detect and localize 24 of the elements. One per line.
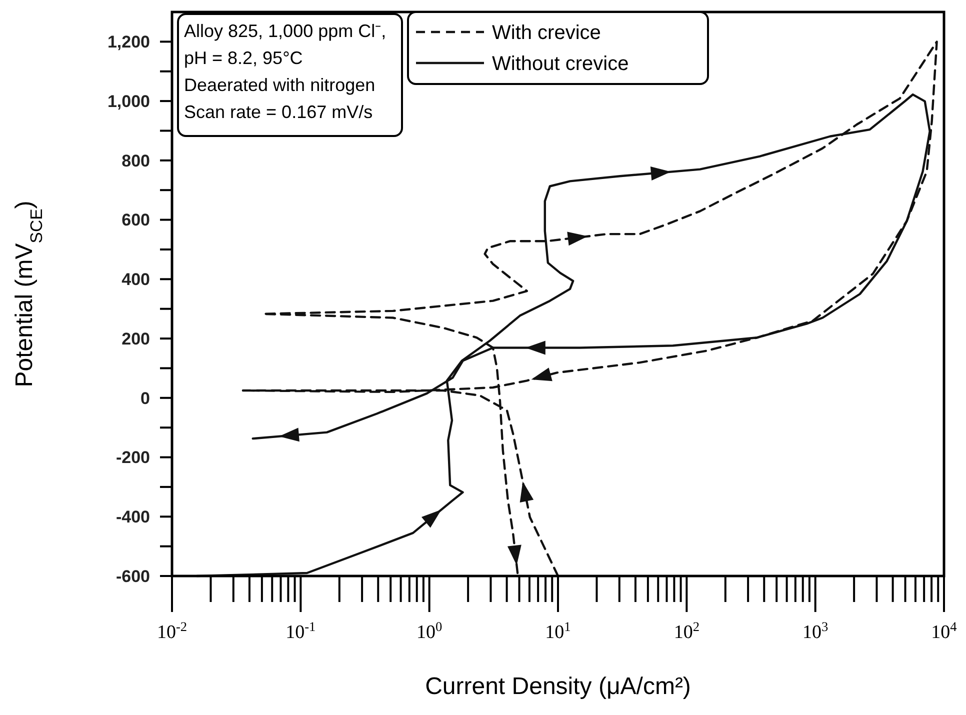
y-tick-label: -400: [116, 508, 150, 527]
x-axis-title: Current Density (μA/cm²): [425, 673, 691, 700]
legend-label: With crevice: [492, 22, 601, 44]
y-tick-label: 0: [140, 388, 150, 408]
legend-label: Without crevice: [492, 53, 629, 75]
x-tick-label: 10$^{-2}$: [156, 618, 188, 643]
y-tick-label: 600: [122, 210, 150, 230]
annotation: Alloy 825, 1,000 ppm Cl⁻,: [184, 21, 386, 41]
y-tick-label: 1,000: [107, 92, 150, 112]
x-tick-label: 10$^{4}$: [931, 618, 958, 643]
annotation: Scan rate = 0.167 mV/s: [184, 102, 373, 122]
y-tick-label: 400: [122, 270, 150, 290]
y-tick-label: 1,200: [107, 32, 150, 52]
annotation: Deaerated with nitrogen: [184, 75, 376, 95]
x-tick-label: 10$^{2}$: [674, 618, 700, 643]
x-tick-label: 10$^{3}$: [802, 618, 829, 643]
y-tick-label: -200: [116, 448, 150, 468]
annotation: pH = 8.2, 95°C: [184, 48, 303, 68]
y-tick-label: 200: [122, 329, 150, 348]
x-tick-label: 10$^{1}$: [545, 618, 571, 643]
y-tick-label: 800: [122, 151, 150, 170]
x-tick-label: 10$^{0}$: [416, 618, 443, 643]
y-tick-label: -600: [116, 566, 150, 586]
x-tick-label: 10$^{-1}$: [286, 618, 316, 643]
